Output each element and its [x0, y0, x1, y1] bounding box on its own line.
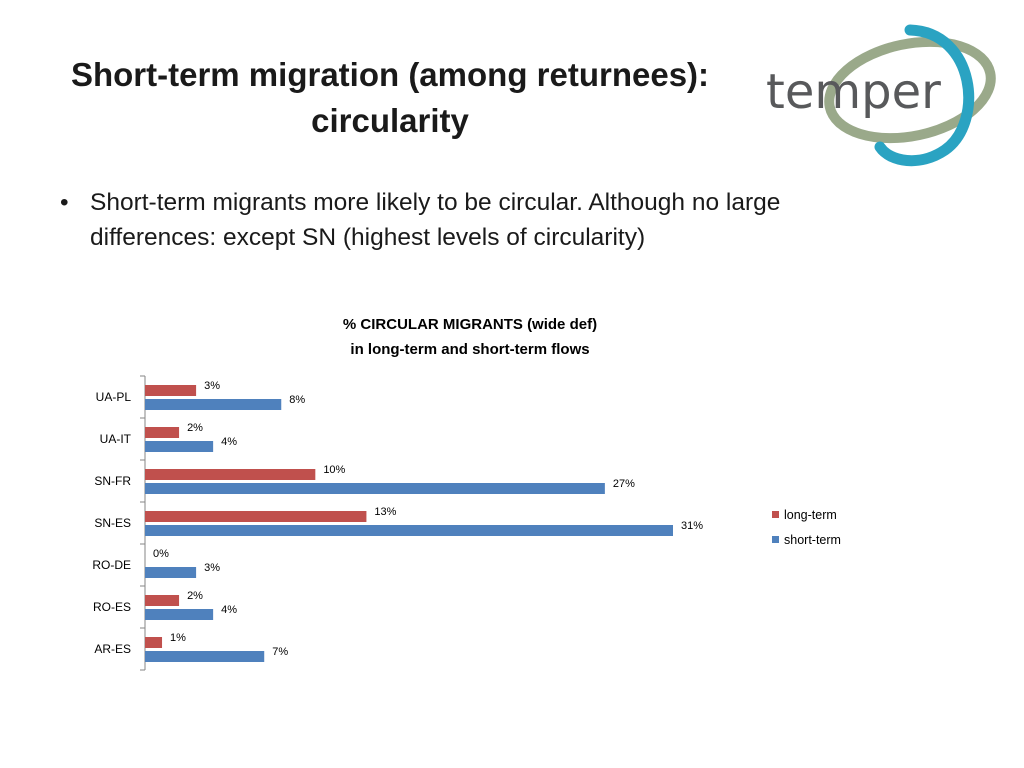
bar-short-term — [145, 609, 214, 620]
bar-short-term — [145, 399, 282, 410]
slide-title-line-2: circularity — [311, 102, 469, 139]
bullet-point: • Short-term migrants more likely to be c… — [60, 185, 910, 255]
data-label-long-term: 10% — [323, 464, 345, 476]
category-label: RO-ES — [93, 600, 131, 614]
logo-ring-blue — [874, 24, 975, 167]
data-label-short-term: 4% — [221, 436, 237, 448]
category-label: SN-FR — [94, 474, 131, 488]
bar-short-term — [145, 567, 197, 578]
data-label-short-term: 7% — [272, 646, 288, 658]
legend-swatch-long-term — [772, 511, 779, 518]
temper-logo: temper — [766, 24, 996, 167]
bar-short-term — [145, 525, 673, 536]
category-label: SN-ES — [94, 516, 131, 530]
category-label: UA-IT — [100, 432, 132, 446]
logo-ring-green — [824, 36, 996, 144]
data-label-long-term: 3% — [204, 380, 220, 392]
category-label: AR-ES — [94, 642, 131, 656]
legend-label-long-term: long-term — [784, 507, 837, 522]
bar-short-term — [145, 651, 265, 662]
bar-long-term — [145, 385, 197, 396]
slide-title: Short-term migration (among returnees): … — [40, 52, 740, 144]
bar-short-term — [145, 483, 605, 494]
chart-title-line-1: % CIRCULAR MIGRANTS (wide def) — [342, 316, 598, 333]
legend-label-short-term: short-term — [784, 532, 841, 547]
data-label-long-term: 2% — [187, 422, 203, 434]
bar-long-term — [145, 511, 367, 522]
data-label-short-term: 31% — [681, 520, 703, 532]
category-label: UA-PL — [96, 390, 132, 404]
data-label-long-term: 13% — [374, 506, 396, 518]
chart-legend: long-term short-term — [772, 502, 841, 552]
data-label-short-term: 8% — [289, 394, 305, 406]
legend-item-short-term: short-term — [772, 527, 841, 552]
slide-title-line-1: Short-term migration (among returnees): — [70, 56, 710, 93]
data-label-short-term: 4% — [221, 604, 237, 616]
legend-item-long-term: long-term — [772, 502, 841, 527]
data-label-short-term: 27% — [613, 478, 635, 490]
bar-long-term — [145, 637, 163, 648]
bar-long-term — [145, 469, 316, 480]
logo-text: temper — [766, 64, 941, 120]
data-label-long-term: 0% — [153, 548, 169, 560]
data-label-short-term: 3% — [204, 562, 220, 574]
chart-title: % CIRCULAR MIGRANTS (wide def) in long-t… — [260, 312, 680, 362]
chart-title-line-2: in long-term and short-term flows — [350, 341, 590, 358]
category-label: RO-DE — [92, 558, 131, 572]
bullet-marker: • — [60, 189, 69, 216]
data-label-long-term: 1% — [170, 632, 186, 644]
bar-short-term — [145, 441, 214, 452]
bar-long-term — [145, 427, 180, 438]
bar-long-term — [145, 595, 180, 606]
data-label-long-term: 2% — [187, 590, 203, 602]
bullet-text: Short-term migrants more likely to be ci… — [90, 189, 781, 251]
legend-swatch-short-term — [772, 536, 779, 543]
